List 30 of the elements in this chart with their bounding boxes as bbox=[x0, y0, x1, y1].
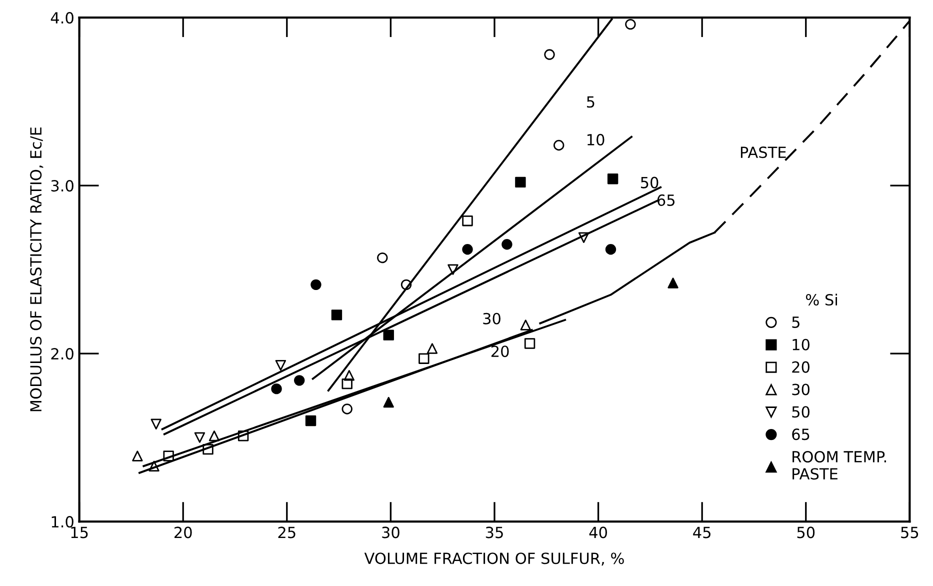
x-tick-label: 50 bbox=[797, 526, 815, 538]
annotation: 20 bbox=[491, 346, 509, 358]
x-tick-label: 25 bbox=[278, 526, 296, 538]
annotation: 10 bbox=[588, 134, 604, 146]
x-tick-label: 30 bbox=[382, 526, 400, 538]
x-axis-title: VOLUME FRACTION OF SULFUR, % bbox=[364, 552, 624, 566]
legend-label: 50 bbox=[792, 406, 810, 418]
annotation: 50 bbox=[640, 176, 658, 188]
y-tick-label: 4.0 bbox=[50, 12, 74, 24]
legend-label: 30 bbox=[792, 384, 810, 396]
y-tick-label: 1.0 bbox=[52, 516, 74, 528]
x-tick-label: 40 bbox=[589, 526, 607, 538]
x-tick-label: 55 bbox=[901, 526, 918, 538]
legend-label: 65 bbox=[792, 428, 810, 440]
annotation: PASTE bbox=[740, 146, 786, 158]
annotation: 65 bbox=[657, 194, 675, 206]
annotation: 30 bbox=[483, 312, 500, 324]
x-tick-label: 20 bbox=[174, 526, 192, 538]
legend-label: 20 bbox=[792, 361, 810, 373]
y-tick-label: 2.0 bbox=[51, 348, 74, 360]
y-axis-title: MODULUS OF ELASTICITY RATIO, Ec/E bbox=[30, 127, 44, 412]
annotation: 5 bbox=[587, 96, 594, 108]
legend-title: % Si bbox=[806, 294, 837, 306]
legend-label: ROOM TEMP. PASTE bbox=[792, 450, 886, 480]
x-tick-label: 15 bbox=[71, 526, 88, 538]
legend-label: 10 bbox=[792, 338, 810, 350]
legend-label: 5 bbox=[792, 316, 800, 328]
x-tick-label: 35 bbox=[486, 526, 503, 538]
x-tick-label: 45 bbox=[693, 526, 710, 538]
y-tick-label: 3.0 bbox=[51, 180, 74, 192]
